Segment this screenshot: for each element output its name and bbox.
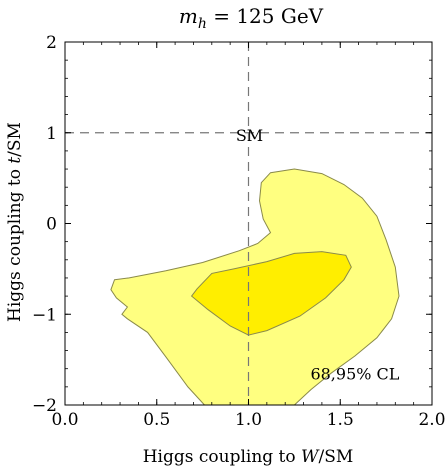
contour-regions <box>110 168 400 406</box>
x-tick-label: 1.0 <box>235 410 262 430</box>
reference-lines <box>65 42 432 405</box>
y-tick-label: −2 <box>32 396 57 416</box>
x-tick-label: 2.0 <box>418 410 445 430</box>
x-axis-label: Higgs coupling to W/SM <box>143 447 354 467</box>
chart-title: mh = 125 GeV <box>179 4 324 32</box>
x-tick-label: 1.5 <box>327 410 354 430</box>
axis-ticks: 0.0 0.5 1.0 1.5 2.0 −2 −1 0 1 2 <box>32 33 445 430</box>
region-68pct <box>190 251 352 336</box>
y-tick-label: −1 <box>32 305 57 325</box>
y-tick-label: 0 <box>46 215 57 235</box>
y-tick-label: 2 <box>46 33 57 53</box>
x-tick-label: 0.5 <box>143 410 170 430</box>
confidence-level-label: 68,95% CL <box>310 365 399 384</box>
y-axis-label: Higgs coupling to t/SM <box>5 122 25 322</box>
sm-point-label: SM <box>236 126 263 145</box>
y-tick-label: 1 <box>46 124 57 144</box>
x-tick-label: 0.0 <box>51 410 78 430</box>
